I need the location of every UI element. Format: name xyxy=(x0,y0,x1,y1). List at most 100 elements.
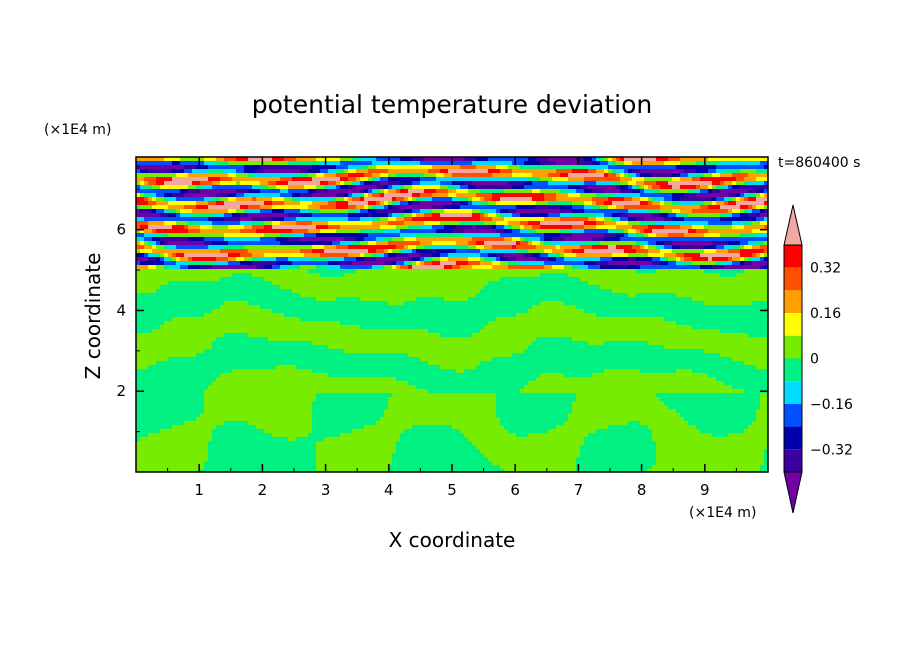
heatmap-cell xyxy=(172,177,176,181)
heatmap-cell xyxy=(272,261,276,265)
heatmap-cell xyxy=(728,165,732,169)
heatmap-cell xyxy=(564,181,568,185)
heatmap-cell xyxy=(520,257,524,261)
heatmap-cell xyxy=(228,229,232,233)
heatmap-cell xyxy=(468,277,472,281)
heatmap-cell xyxy=(156,173,160,177)
heatmap-cell xyxy=(356,209,360,213)
heatmap-cell xyxy=(328,249,332,253)
heatmap-cell xyxy=(468,273,472,277)
heatmap-cell xyxy=(172,193,176,197)
heatmap-cell xyxy=(312,197,316,201)
heatmap-cell xyxy=(612,241,616,245)
heatmap-cell xyxy=(312,177,316,181)
heatmap-cell xyxy=(748,301,752,305)
heatmap-cell xyxy=(380,293,384,297)
heatmap-cell xyxy=(364,213,368,217)
heatmap-cell xyxy=(688,177,692,181)
heatmap-cell xyxy=(348,213,352,217)
heatmap-cell xyxy=(388,257,392,261)
heatmap-cell xyxy=(760,257,764,261)
heatmap-cell xyxy=(440,253,444,257)
heatmap-cell xyxy=(444,273,448,277)
heatmap-cell xyxy=(632,213,636,217)
heatmap-cell xyxy=(388,177,392,181)
heatmap-cell xyxy=(708,181,712,185)
heatmap-cell xyxy=(632,285,636,289)
heatmap-cell xyxy=(568,213,572,217)
heatmap-cell xyxy=(460,285,464,289)
heatmap-cell xyxy=(600,237,604,241)
heatmap-cell xyxy=(604,245,608,249)
heatmap-cell xyxy=(756,225,760,229)
heatmap-cell xyxy=(492,241,496,245)
heatmap-cell xyxy=(296,221,300,225)
heatmap-cell xyxy=(748,213,752,217)
heatmap-cell xyxy=(252,233,256,237)
heatmap-cell xyxy=(676,289,680,293)
heatmap-cell xyxy=(472,237,476,241)
heatmap-cell xyxy=(552,245,556,249)
heatmap-cell xyxy=(144,281,148,285)
heatmap-cell xyxy=(640,193,644,197)
heatmap-cell xyxy=(568,161,572,165)
heatmap-cell xyxy=(352,177,356,181)
heatmap-cell xyxy=(556,161,560,165)
heatmap-cell xyxy=(336,293,340,297)
heatmap-cell xyxy=(384,277,388,281)
heatmap-cell xyxy=(564,173,568,177)
heatmap-cell xyxy=(516,233,520,237)
heatmap-cell xyxy=(464,265,468,269)
heatmap-cell xyxy=(292,165,296,169)
heatmap-cell xyxy=(552,237,556,241)
heatmap-cell xyxy=(652,237,656,241)
heatmap-cell xyxy=(672,185,676,189)
heatmap-cell xyxy=(724,197,728,201)
heatmap-cell xyxy=(412,257,416,261)
heatmap-cell xyxy=(284,237,288,241)
heatmap-cell xyxy=(404,197,408,201)
heatmap-cell xyxy=(176,241,180,245)
heatmap-cell xyxy=(460,253,464,257)
heatmap-cell xyxy=(660,277,664,281)
heatmap-cell xyxy=(468,233,472,237)
heatmap-cell xyxy=(400,157,404,161)
heatmap-cell xyxy=(404,257,408,261)
heatmap-cell xyxy=(336,285,340,289)
heatmap-cell xyxy=(348,157,352,161)
heatmap-cell xyxy=(584,229,588,233)
heatmap-cell xyxy=(256,177,260,181)
heatmap-cell xyxy=(696,185,700,189)
heatmap-cell xyxy=(444,205,448,209)
heatmap-cell xyxy=(608,189,612,193)
heatmap-cell xyxy=(572,257,576,261)
heatmap-cell xyxy=(672,213,676,217)
heatmap-cell xyxy=(244,301,248,305)
heatmap-cell xyxy=(440,221,444,225)
heatmap-cell xyxy=(292,289,296,293)
heatmap-cell xyxy=(484,237,488,241)
heatmap-cell xyxy=(436,217,440,221)
heatmap-cell xyxy=(256,229,260,233)
heatmap-cell xyxy=(400,161,404,165)
heatmap-cell xyxy=(216,209,220,213)
heatmap-cell xyxy=(644,253,648,257)
heatmap-cell xyxy=(436,221,440,225)
heatmap-cell xyxy=(412,253,416,257)
heatmap-cell xyxy=(156,201,160,205)
heatmap-cell xyxy=(160,181,164,185)
heatmap-cell xyxy=(640,249,644,253)
heatmap-cell xyxy=(580,197,584,201)
heatmap-cell xyxy=(696,213,700,217)
heatmap-cell xyxy=(288,205,292,209)
heatmap-cell xyxy=(636,281,640,285)
heatmap-cell xyxy=(628,285,632,289)
heatmap-cell xyxy=(740,257,744,261)
heatmap-cell xyxy=(712,289,716,293)
heatmap-cell xyxy=(600,273,604,277)
heatmap-cell xyxy=(692,297,696,301)
heatmap-cell xyxy=(704,169,708,173)
heatmap-cell xyxy=(472,293,476,297)
heatmap-cell xyxy=(384,297,388,301)
heatmap-cell xyxy=(640,273,644,277)
